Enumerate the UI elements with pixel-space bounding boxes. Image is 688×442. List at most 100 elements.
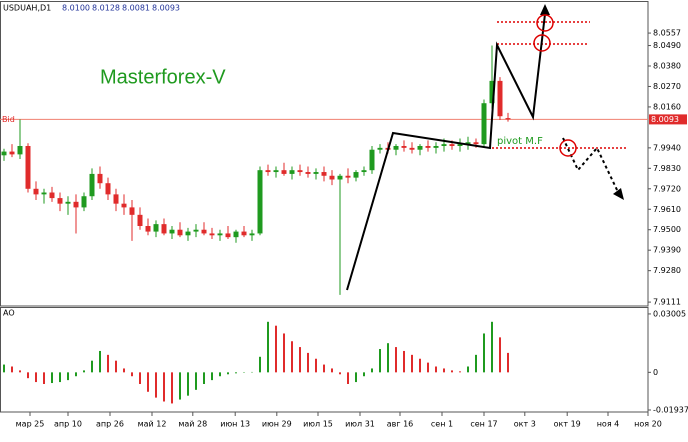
candle-body: [377, 147, 383, 150]
y-tick-label: 7.9610: [653, 205, 681, 214]
candle-body: [137, 214, 143, 226]
y-tick-label: 8.0270: [653, 82, 681, 91]
candle-body: [305, 172, 311, 174]
candle-body: [73, 201, 79, 208]
candle-body: [185, 231, 191, 236]
candle-body: [49, 192, 55, 199]
candle-body: [265, 170, 271, 173]
candle-body: [209, 233, 215, 236]
x-tick-label: ноя 4: [597, 420, 620, 429]
candle-body: [217, 233, 223, 236]
candle-body: [417, 146, 423, 150]
candle-body: [81, 196, 87, 208]
candle-body: [105, 183, 111, 195]
y-tick-label: 7.9280: [653, 266, 681, 275]
candle-body: [33, 188, 39, 195]
candle-body: [9, 151, 15, 155]
y-tick-label: 7.9830: [653, 164, 681, 173]
candle-body: [313, 172, 319, 174]
candle-body: [393, 146, 399, 150]
annotations: [346, 4, 628, 291]
x-tick-label: июн 29: [262, 420, 292, 429]
candle-body: [337, 175, 343, 180]
candle-body: [433, 146, 439, 148]
candle-body: [353, 172, 359, 178]
candle-body: [329, 175, 335, 180]
candle-body: [153, 224, 159, 232]
candle-body: [473, 142, 479, 145]
header-value: 8.0100: [62, 4, 90, 13]
candle-body: [65, 201, 71, 204]
arrow-head: [540, 4, 550, 15]
candle-body: [425, 146, 431, 148]
candle-body: [321, 172, 327, 176]
ao-title: AO: [3, 309, 15, 318]
candle-body: [41, 192, 47, 195]
y-tick-label: 8.0160: [653, 102, 681, 111]
candle-body: [113, 194, 119, 204]
candle-body: [361, 170, 367, 173]
y-tick-label: -0.01937: [653, 405, 688, 414]
x-tick-label: июн 13: [220, 420, 250, 429]
candle-body: [193, 229, 199, 232]
candle-body: [449, 144, 455, 146]
candle-body: [489, 80, 495, 104]
y-tick-label: 8.0380: [653, 62, 681, 71]
x-tick-label: мар 25: [16, 420, 45, 429]
y-tick-label: 8.0490: [653, 41, 681, 50]
arrow-head: [613, 188, 624, 200]
x-tick-label: апр 26: [96, 420, 124, 429]
candle-body: [281, 170, 287, 174]
candle-body: [289, 170, 295, 174]
candle-body: [441, 144, 447, 146]
candle-body: [169, 229, 175, 234]
x-tick-label: апр 10: [54, 420, 82, 429]
y-tick-label: 0: [653, 368, 658, 377]
candle-body: [25, 146, 31, 189]
candle-body: [257, 170, 263, 234]
y-tick-label: 7.9940: [653, 143, 681, 152]
candle-body: [145, 226, 151, 232]
x-tick-label: сен 17: [470, 420, 497, 429]
forecast-line: [562, 137, 619, 193]
symbol: USDUAH,D1: [3, 4, 51, 13]
candle-body: [345, 175, 351, 178]
bid-text: Bid: [2, 115, 15, 124]
candle-body: [497, 80, 503, 117]
x-tick-label: окт 3: [514, 420, 536, 429]
header-value: 8.0093: [152, 4, 180, 13]
candle-body: [249, 233, 255, 236]
candle-body: [57, 198, 63, 204]
candle-body: [465, 142, 471, 145]
y-tick-label: 7.9111: [653, 298, 681, 307]
x-tick-label: авг 16: [387, 420, 414, 429]
x-tick-label: июл 31: [345, 420, 375, 429]
bid-label: 8.0093: [651, 115, 679, 124]
y-tick-label: 7.9500: [653, 225, 681, 234]
wave-line: [346, 13, 546, 291]
candle-body: [89, 173, 95, 197]
candle-body: [201, 229, 207, 234]
candle-body: [369, 149, 375, 171]
ao-panel: [0, 307, 649, 413]
candle-body: [297, 170, 303, 173]
x-tick-label: окт 19: [554, 420, 581, 429]
candle-body: [401, 146, 407, 148]
bid-label-bg: [649, 114, 687, 125]
candle-body: [241, 231, 247, 236]
candle-body: [17, 146, 23, 155]
x-tick-label: май 12: [138, 420, 167, 429]
candle-body: [1, 151, 7, 156]
candle-body: [409, 147, 415, 150]
marks: 8.0557 8.0490 8.0380 8.0270 8.0160 7.9940 7.98…: [0, 29, 688, 429]
candle-body: [129, 207, 135, 215]
header-value: 8.0128: [92, 4, 120, 13]
x-tick-label: ноя 20: [634, 420, 662, 429]
x-tick-label: сен 1: [431, 420, 453, 429]
y-tick-label: 7.9720: [653, 184, 681, 193]
x-tick-label: июл 15: [303, 420, 333, 429]
y-tick-label: 0.03005: [653, 309, 686, 318]
candle-body: [97, 173, 103, 184]
